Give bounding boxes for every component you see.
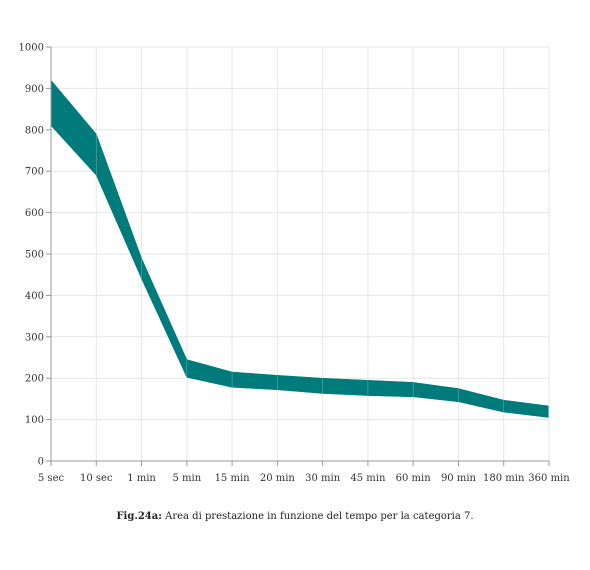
grid-lines <box>51 46 550 461</box>
performance-band <box>50 79 550 418</box>
y-tick-label: 600 <box>25 208 44 219</box>
x-tick-label: 5 sec <box>38 473 65 484</box>
y-tick-label: 100 <box>25 415 44 426</box>
performance-area <box>50 79 550 418</box>
x-tick-label: 45 min <box>350 473 386 484</box>
x-tick-label: 10 sec <box>80 473 113 484</box>
x-tick-label: 20 min <box>260 473 296 484</box>
x-tick-labels: 5 sec 10 sec 1 min 5 min 15 min 20 min 30 min 4… <box>38 473 570 484</box>
x-tick-label: 60 min <box>396 473 432 484</box>
y-tick-label: 400 <box>25 291 44 302</box>
y-tick-label: 1000 <box>19 43 44 54</box>
axes <box>46 46 550 466</box>
x-tick-label: 1 min <box>127 473 156 484</box>
y-tick-label: 800 <box>25 125 44 136</box>
figure-caption: Fig.24a: Area di prestazione in funzione… <box>0 511 590 522</box>
x-tick-label: 180 min <box>483 473 525 484</box>
x-tick-label: 360 min <box>528 473 570 484</box>
y-tick-label: 200 <box>25 374 44 385</box>
y-tick-label: 900 <box>25 84 44 95</box>
chart-svg: 0 100 200 300 400 500 600 700 800 900 1000 5 sec 10… <box>19 43 571 485</box>
caption-label: Fig.24a: <box>116 511 162 522</box>
y-tick-label: 300 <box>25 332 44 343</box>
y-tick-label: 700 <box>25 167 44 178</box>
y-tick-label: 500 <box>25 250 44 261</box>
y-tick-label: 0 <box>38 457 44 468</box>
y-tick-labels: 0 100 200 300 400 500 600 700 800 900 1000 <box>19 43 44 468</box>
x-tick-label: 15 min <box>215 473 251 484</box>
x-tick-label: 90 min <box>441 473 477 484</box>
caption-text: Area di prestazione in funzione del temp… <box>165 511 474 522</box>
x-tick-label: 5 min <box>172 473 201 484</box>
x-tick-label: 30 min <box>305 473 341 484</box>
